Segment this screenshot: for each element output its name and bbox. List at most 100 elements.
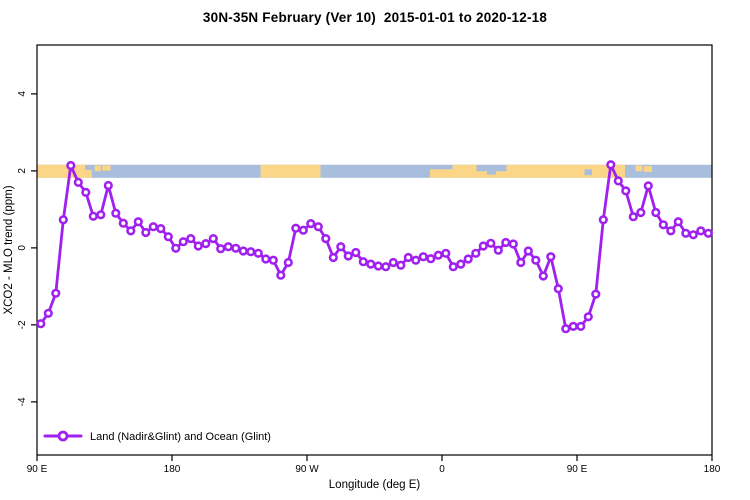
data-point xyxy=(118,218,128,228)
y-tick-label: 0 xyxy=(17,245,28,251)
data-point xyxy=(696,226,706,236)
data-point xyxy=(321,234,331,244)
data-point xyxy=(501,237,511,248)
data-point xyxy=(471,248,481,258)
data-point xyxy=(156,224,166,234)
data-point xyxy=(703,228,713,238)
map-band-land-segment xyxy=(37,164,85,178)
map-band-land-segment xyxy=(506,164,625,178)
data-point xyxy=(426,254,436,264)
data-point xyxy=(441,248,451,258)
data-point xyxy=(51,288,61,298)
data-point xyxy=(178,237,188,247)
data-point xyxy=(568,321,578,332)
data-point xyxy=(643,181,653,191)
data-point xyxy=(88,211,98,221)
data-point xyxy=(591,289,601,299)
data-point xyxy=(583,312,593,322)
data-point xyxy=(681,228,691,238)
data-point xyxy=(411,255,421,265)
data-point xyxy=(336,242,346,252)
data-point xyxy=(246,247,256,257)
y-tick-label: -4 xyxy=(17,397,28,406)
data-point xyxy=(58,215,68,225)
data-point xyxy=(403,252,413,263)
plot-box xyxy=(36,44,713,456)
data-point xyxy=(448,262,458,272)
chart-title: 30N-35N February (Ver 10) 2015-01-01 to … xyxy=(202,10,548,25)
data-point xyxy=(598,215,608,225)
data-point xyxy=(351,247,361,258)
data-point xyxy=(606,160,616,170)
data-point xyxy=(561,324,571,334)
data-point xyxy=(253,248,263,258)
data-point xyxy=(36,319,46,329)
data-point xyxy=(651,207,661,218)
data-point xyxy=(43,308,53,318)
data-point xyxy=(103,180,113,191)
data-point xyxy=(306,219,316,229)
data-point xyxy=(366,259,376,269)
data-point xyxy=(238,246,248,256)
data-point xyxy=(171,243,181,253)
data-point xyxy=(358,257,368,267)
data-point xyxy=(456,259,466,269)
x-tick-label: 0 xyxy=(439,464,445,475)
y-tick-label: 2 xyxy=(17,168,28,174)
map-band-land-segment xyxy=(635,165,643,172)
data-point xyxy=(628,212,638,222)
data-point xyxy=(553,284,563,294)
data-point xyxy=(613,176,623,186)
data-point xyxy=(208,234,218,244)
data-point xyxy=(328,252,338,263)
data-point xyxy=(268,255,278,265)
data-point xyxy=(216,244,226,254)
data-point xyxy=(418,252,428,262)
map-band-ocean-notch xyxy=(584,169,592,176)
data-point xyxy=(493,245,503,255)
data-point xyxy=(666,226,676,236)
data-point xyxy=(343,251,353,261)
y-tick-label: 4 xyxy=(17,91,28,97)
data-point xyxy=(388,257,398,268)
x-tick-label: 90 E xyxy=(27,464,48,475)
map-band-land-segment xyxy=(452,164,477,178)
data-point xyxy=(276,270,286,280)
data-point xyxy=(463,254,473,264)
data-point xyxy=(298,225,308,235)
map-band-land-segment xyxy=(260,164,321,178)
data-point xyxy=(381,262,391,272)
data-point xyxy=(313,222,323,232)
legend-marker-icon xyxy=(57,430,69,442)
data-point xyxy=(531,255,541,265)
map-band-ocean-notch xyxy=(487,170,496,175)
x-tick-label: 90 W xyxy=(295,464,319,475)
map-band-land-segment xyxy=(85,169,92,178)
data-point xyxy=(193,241,203,251)
y-axis-title: XCO2 - MLO trend (ppm) xyxy=(3,185,15,314)
map-band-land-segment xyxy=(102,165,111,171)
map-band-land-segment xyxy=(430,169,453,178)
data-line xyxy=(39,163,710,331)
data-point xyxy=(486,238,496,248)
data-point xyxy=(261,254,271,264)
data-point xyxy=(621,186,631,196)
data-point xyxy=(223,242,233,252)
data-point xyxy=(133,217,143,227)
data-point xyxy=(636,207,646,218)
y-tick-label: -2 xyxy=(17,320,28,329)
data-point xyxy=(291,223,301,233)
x-axis-title: Longitude (deg E) xyxy=(329,479,421,491)
data-point xyxy=(201,239,211,249)
x-tick-label: 180 xyxy=(164,464,181,475)
data-point xyxy=(673,217,683,227)
legend-label: Land (Nadir&Glint) and Ocean (Glint) xyxy=(90,431,271,443)
x-tick-label: 180 xyxy=(704,464,721,475)
map-band-land-segment xyxy=(643,166,652,172)
data-point xyxy=(508,239,518,249)
data-point xyxy=(688,230,698,240)
data-point xyxy=(148,222,158,232)
data-point xyxy=(163,232,173,242)
